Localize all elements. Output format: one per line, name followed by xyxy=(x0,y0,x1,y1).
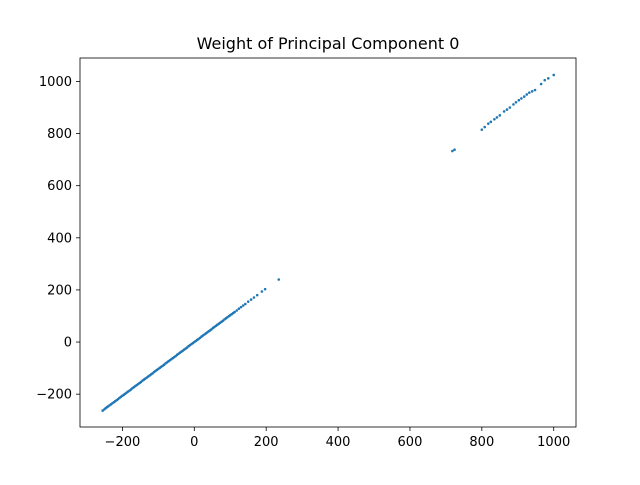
axes-layer: −200 0 200 400 600 800 1000 −200 0 200 400 600 800 10… xyxy=(36,57,577,450)
x-tick-label: 800 xyxy=(469,435,494,450)
data-point xyxy=(277,278,281,281)
data-point xyxy=(530,90,534,93)
data-point xyxy=(547,77,550,80)
y-tick-label: 600 xyxy=(47,179,72,194)
data-point xyxy=(263,287,267,291)
data-point xyxy=(249,298,253,301)
x-tick-label: 200 xyxy=(254,435,279,450)
y-tick-label: 200 xyxy=(47,283,72,298)
data-point xyxy=(514,101,518,104)
x-tick-label: −200 xyxy=(105,435,141,450)
data-point xyxy=(252,296,256,299)
y-tick-label: 400 xyxy=(47,231,72,246)
data-point xyxy=(233,310,236,314)
data-point xyxy=(533,88,537,92)
data-point xyxy=(235,309,239,312)
x-tick-label: 600 xyxy=(398,435,423,450)
data-point xyxy=(508,106,512,109)
data-point xyxy=(237,307,241,310)
y-tick-label: 0 xyxy=(64,336,72,351)
data-point xyxy=(525,93,529,96)
data-point xyxy=(244,302,247,306)
data-point xyxy=(502,110,506,113)
chart-title: Weight of Principal Component 0 xyxy=(197,34,460,53)
data-point xyxy=(543,78,547,82)
data-point xyxy=(487,122,490,125)
data-point xyxy=(493,117,496,121)
data-point xyxy=(101,409,104,412)
x-tick-label: 0 xyxy=(190,435,198,450)
data-point xyxy=(495,116,499,119)
data-point xyxy=(483,125,487,129)
x-tick-label: 1000 xyxy=(537,435,570,450)
plot-frame xyxy=(79,57,577,428)
data-point xyxy=(539,82,543,86)
data-point xyxy=(453,148,456,152)
data-point xyxy=(241,304,245,307)
data-point xyxy=(517,98,521,102)
y-tick-label: −200 xyxy=(36,388,72,403)
data-point xyxy=(451,149,454,153)
data-point xyxy=(480,128,484,131)
data-point xyxy=(239,305,243,309)
data-point xyxy=(489,120,493,124)
y-tick-label: 1000 xyxy=(39,75,72,90)
data-point xyxy=(520,97,523,100)
data-point xyxy=(552,73,556,77)
points-layer xyxy=(101,73,556,412)
y-tick-label: 800 xyxy=(47,127,72,142)
data-point xyxy=(505,108,509,111)
data-point xyxy=(498,114,502,117)
data-point xyxy=(512,103,515,106)
data-point xyxy=(260,290,264,293)
data-point xyxy=(255,293,259,297)
data-point xyxy=(522,95,526,98)
data-point xyxy=(527,91,531,94)
x-tick-label: 400 xyxy=(326,435,351,450)
data-point xyxy=(246,300,250,303)
